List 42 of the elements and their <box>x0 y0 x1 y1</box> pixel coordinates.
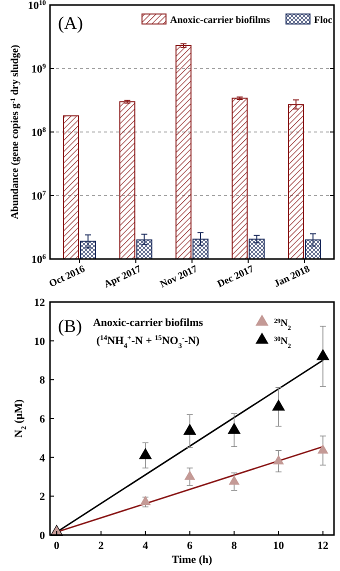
point <box>184 470 195 480</box>
y-tick-label: 10$^{9}$ <box>31 62 46 76</box>
annotation: (B) <box>58 316 82 336</box>
y-tick-label: 10$^{10}$ <box>28 0 46 12</box>
x-tick-label: Apr 2017 <box>102 264 144 290</box>
x-tick-label: Dec 2017 <box>216 264 256 290</box>
text: ($^{14}$NH$_{4}$$^{+}$-N + $^{15}$NO$_{3}$$^{-}$-N) <box>96 334 200 350</box>
x-tick-label: Jan 2018 <box>272 264 312 290</box>
y-tick-label: 2 <box>40 491 46 504</box>
y-tick-label: 0 <box>40 530 46 542</box>
x-tick-label: 2 <box>98 540 104 552</box>
x-tick-label: 12 <box>317 540 329 552</box>
point <box>228 423 240 434</box>
point <box>272 400 285 411</box>
legend-label: $^{29}$N$_{2}$ <box>274 318 291 332</box>
annotation: (A) <box>58 13 83 33</box>
x-tick-label: Nov 2017 <box>158 264 200 291</box>
legend-label: Floc <box>314 15 333 26</box>
x-tick-label: 4 <box>142 540 149 552</box>
y-tick-label: 10$^{7}$ <box>31 190 46 202</box>
y-tick-label: 12 <box>34 297 46 309</box>
point <box>318 444 328 454</box>
point <box>139 448 152 460</box>
point <box>273 455 284 464</box>
x-tick-label: 8 <box>231 540 238 552</box>
legend-label: $^{30}$N$_{2}$ <box>274 336 291 350</box>
y-tick-label: 10 <box>34 336 46 348</box>
x-tick-label: 6 <box>187 540 194 552</box>
y-tick-label: 6 <box>40 414 46 426</box>
legend-label: Anoxic-carrier biofilms <box>170 15 270 26</box>
y-tick-label: 8 <box>40 374 46 387</box>
x-tick-label: 10 <box>273 540 285 552</box>
point <box>229 476 240 485</box>
y-tick-label: 10$^{8}$ <box>31 126 46 139</box>
point <box>316 349 330 360</box>
y-tick-label: 10$^{6}$ <box>31 253 46 266</box>
y-tick-label: 4 <box>40 452 46 464</box>
point <box>184 424 196 435</box>
x-axis-title: Time (h) <box>172 554 213 566</box>
x-tick-label: 0 <box>54 540 60 552</box>
x-tick-label: Oct 2016 <box>48 264 87 290</box>
annotation: Anoxic-carrier biofilms <box>92 317 204 329</box>
